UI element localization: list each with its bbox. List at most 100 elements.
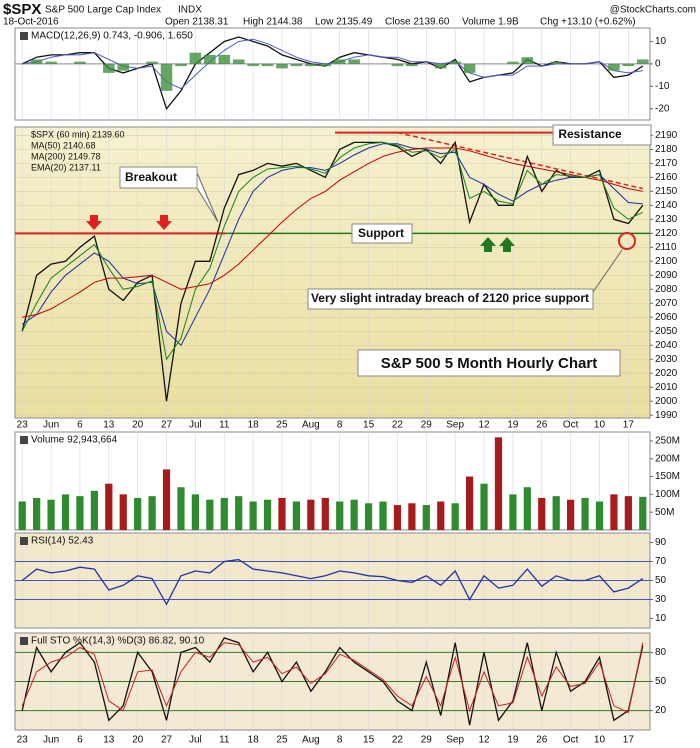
histogram-bar — [463, 63, 476, 73]
histogram-bar — [305, 63, 317, 67]
histogram-bar — [507, 61, 519, 64]
volume-bar — [206, 499, 214, 530]
x-tick-label: 25 — [276, 735, 288, 746]
x-tick-label: 27 — [161, 735, 173, 746]
volume-bar — [581, 497, 589, 530]
series-line — [21, 642, 644, 714]
y-tick-label: 2190 — [655, 130, 678, 141]
x-tick-label: 17 — [623, 420, 635, 431]
histogram-bar — [204, 54, 216, 64]
x-tick-label: 22 — [392, 420, 404, 431]
x-tick-label: 20 — [132, 735, 144, 746]
volume-bar — [263, 499, 272, 530]
series-line — [21, 637, 644, 726]
series-line — [21, 143, 643, 347]
x-tick-label: Jun — [43, 420, 59, 431]
y-tick-label: 2030 — [655, 354, 678, 365]
volume-bar — [567, 499, 575, 530]
annotation-box — [307, 288, 594, 310]
y-tick-label: 50 — [655, 676, 667, 687]
legend-entry: MA(200) 2149.78 — [31, 151, 101, 161]
y-tick-label: 0 — [655, 59, 661, 70]
x-tick-label: Sep — [446, 420, 464, 431]
volume-bar — [480, 483, 488, 530]
series-line — [21, 36, 644, 111]
x-tick-label: 6 — [77, 420, 83, 431]
volume-bar — [523, 487, 531, 530]
y-tick-label: 2160 — [655, 172, 678, 183]
panel-label: Full STO %K(14,3) %D(3) 86.82, 90.10 — [31, 636, 205, 647]
volume-bar — [119, 494, 127, 530]
series-line — [21, 558, 644, 606]
y-tick-label: 150M — [655, 471, 680, 482]
volume-bar — [422, 505, 430, 530]
y-tick-label: 2070 — [655, 298, 678, 309]
x-tick-label: Aug — [302, 420, 320, 431]
annotation-box — [119, 166, 198, 189]
x-tick-label: Jun — [43, 735, 59, 746]
y-tick-label: 2180 — [655, 144, 678, 155]
x-tick-label: 19 — [507, 420, 519, 431]
series-line — [22, 147, 643, 318]
volume-bar — [18, 501, 26, 530]
index-name: S&P 500 Large Cap Index — [45, 5, 161, 16]
volume-bar — [465, 476, 474, 530]
y-tick-label: 2170 — [655, 158, 678, 169]
histogram-bar — [247, 63, 259, 67]
volume-bar — [451, 503, 459, 530]
histogram-bar — [521, 57, 534, 64]
annotation-box — [351, 223, 413, 244]
histogram-bar — [261, 63, 274, 67]
volume-bar — [509, 494, 517, 530]
histogram-bar — [290, 63, 303, 67]
x-tick-label: 12 — [478, 420, 490, 431]
panel-label-swatch — [20, 436, 28, 444]
panel-label-swatch — [20, 32, 28, 40]
y-tick-label: 2000 — [655, 396, 678, 407]
volume-bar — [235, 496, 243, 530]
panel-label-swatch — [20, 537, 28, 545]
volume-bar — [162, 469, 171, 530]
histogram-bar — [434, 63, 447, 69]
series-line — [21, 141, 644, 361]
y-tick-label: 20 — [655, 705, 667, 716]
volume-bar — [61, 494, 70, 530]
volume-bar — [595, 501, 604, 530]
x-tick-label: Jul — [189, 420, 202, 431]
volume-bar — [292, 501, 301, 530]
y-tick-label: -20 — [655, 103, 670, 114]
x-tick-label: 23 — [17, 735, 29, 746]
down-arrow — [156, 215, 172, 230]
histogram-bar — [146, 61, 158, 64]
volume-bar — [552, 496, 560, 530]
x-tick-label: Jul — [189, 735, 202, 746]
volume-bar — [307, 499, 315, 530]
x-tick-label: 12 — [478, 735, 490, 746]
y-tick-label: 250M — [655, 436, 680, 447]
y-tick-label: -10 — [655, 81, 670, 92]
annotation-box — [552, 124, 652, 146]
y-tick-label: 2130 — [655, 214, 678, 225]
panel-label: MACD(12,26,9) 0.743, -0.906, 1.650 — [31, 31, 193, 42]
volume-bar — [76, 496, 84, 530]
x-tick-label: Oct — [563, 735, 579, 746]
breakout-label: Breakout — [125, 170, 177, 184]
y-tick-label: 2120 — [655, 228, 678, 239]
y-tick-label: 100M — [655, 489, 680, 500]
volume-bar — [379, 501, 387, 530]
y-tick-label: 80 — [655, 647, 667, 658]
x-tick-label: 18 — [248, 420, 260, 431]
histogram-bar — [45, 61, 57, 64]
y-tick-label: 200M — [655, 453, 680, 464]
y-tick-label: 10 — [655, 36, 667, 47]
y-tick-label: 50M — [655, 507, 674, 518]
panel-background — [14, 27, 651, 121]
x-tick-label: 18 — [248, 735, 260, 746]
watermark: @StockCharts.com — [610, 5, 696, 16]
up-arrow — [499, 237, 515, 252]
volume-bar — [336, 501, 344, 530]
volume-bar — [278, 497, 286, 530]
volume-bar — [610, 494, 618, 530]
x-tick-label: 19 — [507, 735, 519, 746]
